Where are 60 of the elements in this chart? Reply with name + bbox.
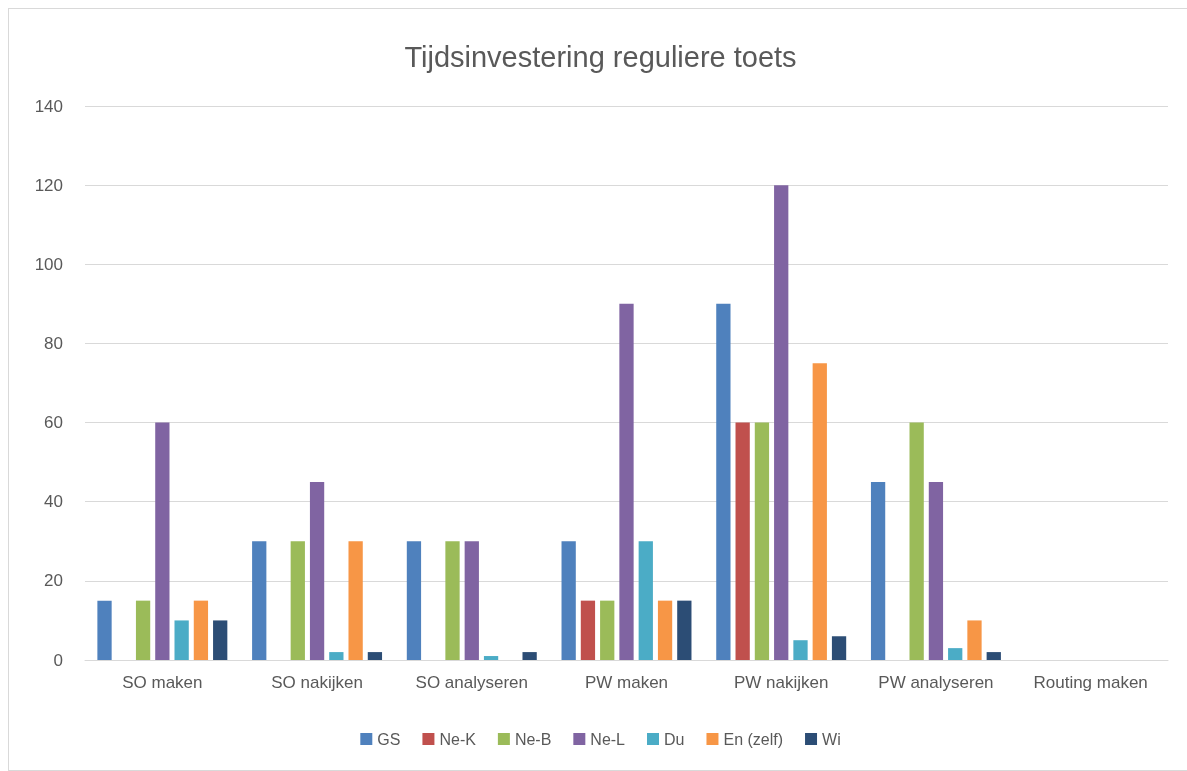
y-tick-label: 100 (34, 254, 63, 274)
x-tick-label: PW nakijken (733, 673, 829, 692)
bar (716, 303, 731, 660)
bar (986, 652, 1001, 660)
bar (928, 481, 944, 660)
x-tick-label: Routing maken (1033, 673, 1148, 692)
x-tick-label: SO maken (122, 673, 203, 692)
x-tick-label: PW analyseren (878, 673, 994, 692)
bar (638, 541, 653, 660)
legend-label: Du (664, 730, 685, 748)
legend-label: Ne-L (590, 730, 626, 748)
x-tick-label: PW maken (584, 673, 669, 692)
bar (735, 422, 750, 660)
bar (967, 620, 982, 660)
bar (909, 422, 924, 660)
bar (174, 620, 189, 660)
legend-label: Ne-K (439, 730, 477, 748)
bar (406, 541, 422, 660)
bar (677, 600, 692, 660)
bar (367, 652, 383, 660)
chart-title: Tijdsinvestering reguliere toets (404, 40, 797, 73)
y-tick-label: 120 (34, 175, 63, 195)
y-tick-label: 40 (44, 492, 63, 512)
legend-label: GS (377, 730, 401, 748)
bar (619, 303, 634, 660)
bar (193, 600, 209, 660)
x-tick-label: SO nakijken (271, 673, 363, 692)
bar (135, 600, 151, 660)
y-tick-label: 60 (44, 413, 63, 433)
bar (252, 541, 267, 660)
bar (348, 541, 363, 660)
bar (445, 541, 460, 660)
bar (155, 422, 170, 660)
bar (213, 620, 228, 660)
bar (774, 185, 789, 660)
bar (522, 652, 537, 660)
y-tick-label: 80 (44, 333, 63, 353)
x-tick-label: SO analyseren (415, 673, 529, 692)
bar (793, 640, 808, 660)
bar (600, 600, 615, 660)
bar (754, 422, 770, 660)
bar (290, 541, 305, 660)
bar (831, 636, 847, 660)
y-tick-label: 20 (44, 571, 63, 591)
bar (464, 541, 479, 660)
legend-label: Wi (822, 730, 841, 748)
bar (948, 648, 963, 660)
bar (97, 600, 112, 660)
bar (580, 600, 596, 660)
bar (870, 481, 886, 660)
bar (812, 363, 827, 660)
bar (657, 600, 673, 660)
y-tick-label: 0 (53, 650, 63, 670)
bar (483, 656, 499, 660)
bar (329, 652, 344, 660)
bar (561, 541, 576, 660)
y-tick-label: 140 (34, 96, 63, 116)
bar (309, 481, 325, 660)
legend-label: Ne-B (514, 730, 552, 748)
legend-label: En (zelf) (723, 730, 784, 748)
